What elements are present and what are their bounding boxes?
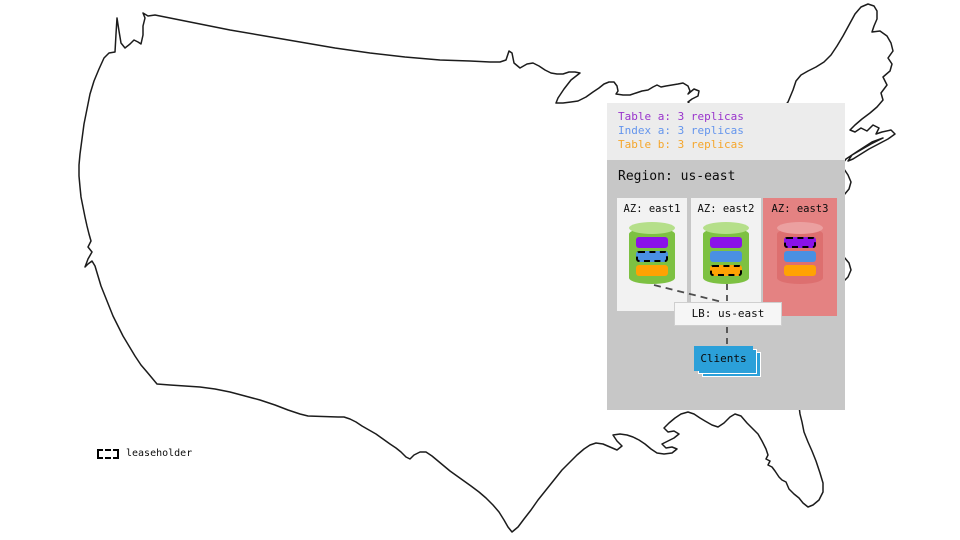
replica-bars [784, 237, 816, 279]
leaseholder-swatch-icon [97, 448, 119, 459]
replica-bars [710, 237, 742, 279]
az-east1-label: AZ: east1 [623, 203, 681, 215]
az-east2-label: AZ: east2 [697, 203, 755, 215]
replica-bars [636, 237, 668, 279]
replica-index-a [710, 251, 742, 262]
legend-table-b: Table b: 3 replicas [618, 138, 744, 151]
replica-table-a [710, 237, 742, 248]
replica-table-a [636, 237, 668, 248]
db-cylinder-top [703, 222, 749, 234]
leaseholder-key-label: leaseholder [126, 448, 193, 459]
replica-table-a-leaseholder [784, 237, 816, 248]
legend-table-a: Table a: 3 replicas [618, 110, 744, 123]
az-east2: AZ: east2 [691, 198, 761, 311]
region-title: Region: us-east [618, 169, 736, 184]
db-cylinder-top [629, 222, 675, 234]
replica-index-a-leaseholder [636, 251, 668, 262]
replica-legend: Table a: 3 replicas Index a: 3 replicas … [607, 103, 845, 160]
replica-table-b [784, 265, 816, 276]
db-cylinder-top [777, 222, 823, 234]
db-node-east1 [629, 222, 675, 284]
az-east3-label: AZ: east3 [771, 203, 829, 215]
region-us-east: Region: us-east AZ: east1 AZ: east2 AZ: … [607, 160, 845, 410]
db-node-east3 [777, 222, 823, 284]
az-east3: AZ: east3 [763, 198, 837, 316]
replica-index-a [784, 251, 816, 262]
clients-card-front: Clients [694, 346, 753, 371]
replica-table-b [636, 265, 668, 276]
clients-stack: Clients [694, 346, 761, 377]
legend-index-a: Index a: 3 replicas [618, 124, 744, 137]
db-node-east2 [703, 222, 749, 284]
load-balancer: LB: us-east [674, 302, 782, 326]
replica-table-b-leaseholder [710, 265, 742, 276]
az-east1: AZ: east1 [617, 198, 687, 311]
leaseholder-key: leaseholder [97, 448, 192, 459]
